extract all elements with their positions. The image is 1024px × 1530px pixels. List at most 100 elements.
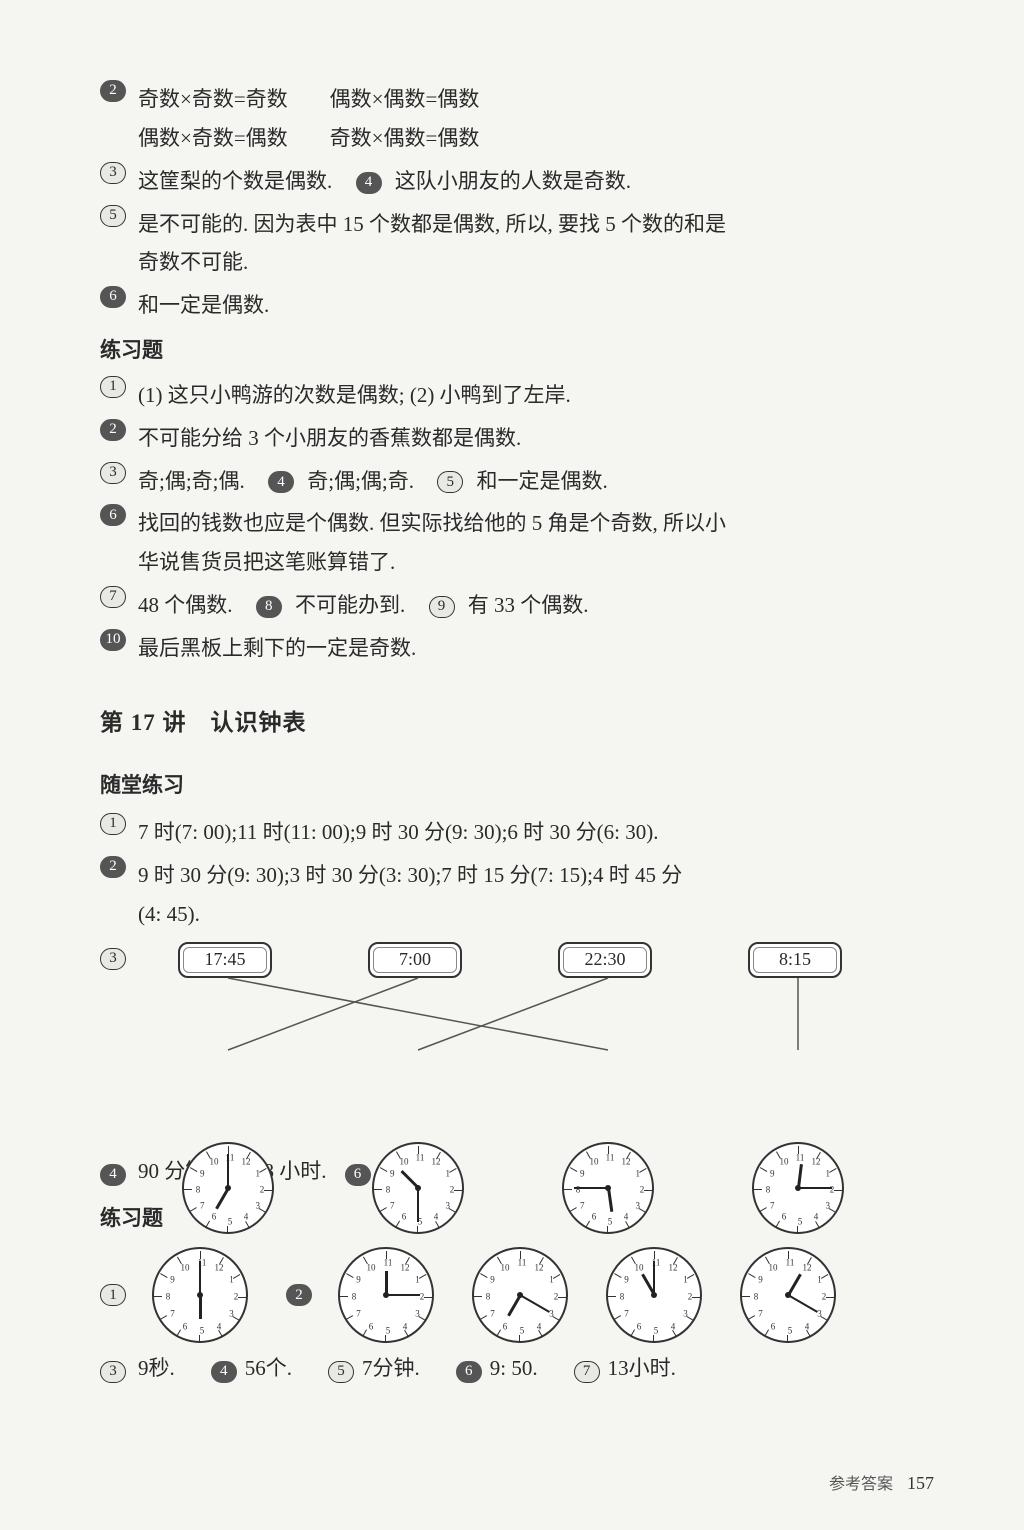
classwork-title: 随堂练习 bbox=[100, 766, 924, 805]
clock-group: 1 121234567891011 bbox=[100, 1247, 248, 1343]
time-box: 22:30 bbox=[558, 942, 652, 978]
p1-10: 10 最后黑板上剩下的一定是奇数. bbox=[100, 629, 924, 668]
page-number: 157 bbox=[907, 1473, 934, 1493]
footer-label: 参考答案 bbox=[829, 1476, 893, 1493]
text: 不可能办到. bbox=[295, 593, 405, 617]
badge: 8 bbox=[256, 596, 282, 618]
text: 48 个偶数. bbox=[138, 593, 233, 617]
text: 和一定是偶数. bbox=[138, 286, 924, 325]
text: 这队小朋友的人数是奇数. bbox=[395, 169, 631, 193]
line: 9 时 30 分(9: 30);3 时 30 分(3: 30);7 时 15 分… bbox=[138, 856, 924, 895]
p1-3: 3 奇;偶;奇;偶. 4 奇;偶;偶;奇. 5 和一定是偶数. bbox=[100, 462, 924, 501]
p2-clocks-row: 1 121234567891011 2 121234567891011 12123456… bbox=[100, 1247, 924, 1343]
clock-group: 121234567891011 bbox=[740, 1247, 836, 1343]
badge: 6 bbox=[345, 1164, 371, 1186]
badge: 7 bbox=[574, 1361, 600, 1383]
badge-6: 6 bbox=[100, 286, 126, 308]
text: 7分钟. bbox=[362, 1349, 420, 1388]
clock-face: 121234567891011 bbox=[562, 1142, 654, 1234]
clock-face: 121234567891011 bbox=[338, 1247, 434, 1343]
top-block: 2 奇数×奇数=奇数 偶数×偶数=偶数 偶数×奇数=偶数 奇数×偶数=偶数 3 … bbox=[100, 80, 924, 325]
cw-3: 3 17:457:0022:308:15 1212345678910111212… bbox=[100, 942, 924, 1142]
text: 最后黑板上剩下的一定是奇数. bbox=[138, 629, 924, 668]
line: 找回的钱数也应是个偶数. 但实际找给他的 5 角是个奇数, 所以小 bbox=[138, 504, 924, 543]
clock-face: 121234567891011 bbox=[372, 1142, 464, 1234]
item-2: 2 奇数×奇数=奇数 偶数×偶数=偶数 偶数×奇数=偶数 奇数×偶数=偶数 bbox=[100, 80, 924, 158]
badge: 9 bbox=[429, 596, 455, 618]
p1-6: 6 找回的钱数也应是个偶数. 但实际找给他的 5 角是个奇数, 所以小 华说售货… bbox=[100, 504, 924, 582]
badge: 3 bbox=[100, 948, 126, 970]
clock-group: 121234567891011 bbox=[606, 1247, 702, 1343]
badge: 5 bbox=[328, 1361, 354, 1383]
badge: 4 bbox=[268, 471, 294, 493]
practice1-title: 练习题 bbox=[100, 331, 924, 370]
badge: 3 bbox=[100, 462, 126, 484]
badge: 4 bbox=[100, 1164, 126, 1186]
badge: 3 bbox=[100, 1361, 126, 1383]
badge: 10 bbox=[100, 629, 126, 651]
text: 和一定是偶数. bbox=[477, 469, 608, 493]
text: 这筐梨的个数是偶数. bbox=[138, 169, 332, 193]
badge-4: 4 bbox=[356, 172, 382, 194]
q3-diagram: 17:457:0022:308:15 121234567891011121234… bbox=[168, 942, 888, 1142]
badge: 7 bbox=[100, 586, 126, 608]
badge: 2 bbox=[286, 1284, 312, 1306]
text: 9: 50. bbox=[490, 1349, 538, 1388]
text: 7 时(7: 00);11 时(11: 00);9 时 30 分(9: 30);… bbox=[138, 813, 924, 852]
p2-row2: 3 9秒. 4 56个. 5 7分钟. 6 9: 50. 7 13小时. bbox=[100, 1349, 924, 1388]
badge: 1 bbox=[100, 376, 126, 398]
badge: 1 bbox=[100, 813, 126, 835]
line: 奇数不可能. bbox=[138, 243, 924, 282]
item-3: 3 这筐梨的个数是偶数. 4 这队小朋友的人数是奇数. bbox=[100, 162, 924, 201]
text-group: 48 个偶数. 8 不可能办到. 9 有 33 个偶数. bbox=[138, 586, 924, 625]
text: (1) 这只小鸭游的次数是偶数; (2) 小鸭到了左岸. bbox=[138, 376, 924, 415]
badge: 1 bbox=[100, 1284, 126, 1306]
item-6: 6 和一定是偶数. bbox=[100, 286, 924, 325]
cw-2: 2 9 时 30 分(9: 30);3 时 30 分(3: 30);7 时 15… bbox=[100, 856, 924, 934]
text: 有 33 个偶数. bbox=[468, 593, 589, 617]
line: 偶数×奇数=偶数 奇数×偶数=偶数 bbox=[138, 119, 924, 158]
badge: 2 bbox=[100, 419, 126, 441]
p1-7: 7 48 个偶数. 8 不可能办到. 9 有 33 个偶数. bbox=[100, 586, 924, 625]
text: 奇;偶;偶;奇. bbox=[307, 469, 414, 493]
cw-1: 1 7 时(7: 00);11 时(11: 00);9 时 30 分(9: 30… bbox=[100, 813, 924, 852]
time-box: 7:00 bbox=[368, 942, 462, 978]
badge: 5 bbox=[437, 471, 463, 493]
badge-3: 3 bbox=[100, 162, 126, 184]
text-group: 9 时 30 分(9: 30);3 时 30 分(3: 30);7 时 15 分… bbox=[138, 856, 924, 934]
time-box: 8:15 bbox=[748, 942, 842, 978]
clock-group: 2 121234567891011 bbox=[286, 1247, 434, 1343]
clock-face: 121234567891011 bbox=[472, 1247, 568, 1343]
clock-group: 121234567891011 bbox=[472, 1247, 568, 1343]
badge: 4 bbox=[211, 1361, 237, 1383]
item-3-text: 这筐梨的个数是偶数. 4 这队小朋友的人数是奇数. bbox=[138, 162, 924, 201]
badge-2: 2 bbox=[100, 80, 126, 102]
p1-1: 1 (1) 这只小鸭游的次数是偶数; (2) 小鸭到了左岸. bbox=[100, 376, 924, 415]
clock-face: 121234567891011 bbox=[606, 1247, 702, 1343]
line: 奇数×奇数=奇数 偶数×偶数=偶数 bbox=[138, 80, 924, 119]
badge: 6 bbox=[100, 504, 126, 526]
text-group: 奇;偶;奇;偶. 4 奇;偶;偶;奇. 5 和一定是偶数. bbox=[138, 462, 924, 501]
practice1-block: 1 (1) 这只小鸭游的次数是偶数; (2) 小鸭到了左岸. 2 不可能分给 3… bbox=[100, 376, 924, 668]
time-box: 17:45 bbox=[178, 942, 272, 978]
line: (4: 45). bbox=[138, 895, 924, 934]
clock-face: 121234567891011 bbox=[152, 1247, 248, 1343]
item-5-text: 是不可能的. 因为表中 15 个数都是偶数, 所以, 要找 5 个数的和是 奇数… bbox=[138, 205, 924, 283]
text: 13小时. bbox=[608, 1349, 676, 1388]
clock-face: 121234567891011 bbox=[752, 1142, 844, 1234]
page-footer: 参考答案 157 bbox=[829, 1467, 934, 1500]
badge: 6 bbox=[456, 1361, 482, 1383]
text: 奇;偶;奇;偶. bbox=[138, 469, 245, 493]
clock-face: 121234567891011 bbox=[740, 1247, 836, 1343]
text: 9秒. bbox=[138, 1349, 175, 1388]
text-group: 找回的钱数也应是个偶数. 但实际找给他的 5 角是个奇数, 所以小 华说售货员把… bbox=[138, 504, 924, 582]
text: 56个. bbox=[245, 1349, 292, 1388]
badge-5: 5 bbox=[100, 205, 126, 227]
chapter-title: 第 17 讲 认识钟表 bbox=[100, 702, 924, 745]
item-2-text: 奇数×奇数=奇数 偶数×偶数=偶数 偶数×奇数=偶数 奇数×偶数=偶数 bbox=[138, 80, 924, 158]
line: 是不可能的. 因为表中 15 个数都是偶数, 所以, 要找 5 个数的和是 bbox=[138, 205, 924, 244]
line: 华说售货员把这笔账算错了. bbox=[138, 543, 924, 582]
badge: 2 bbox=[100, 856, 126, 878]
p1-2: 2 不可能分给 3 个小朋友的香蕉数都是偶数. bbox=[100, 419, 924, 458]
item-5: 5 是不可能的. 因为表中 15 个数都是偶数, 所以, 要找 5 个数的和是 … bbox=[100, 205, 924, 283]
